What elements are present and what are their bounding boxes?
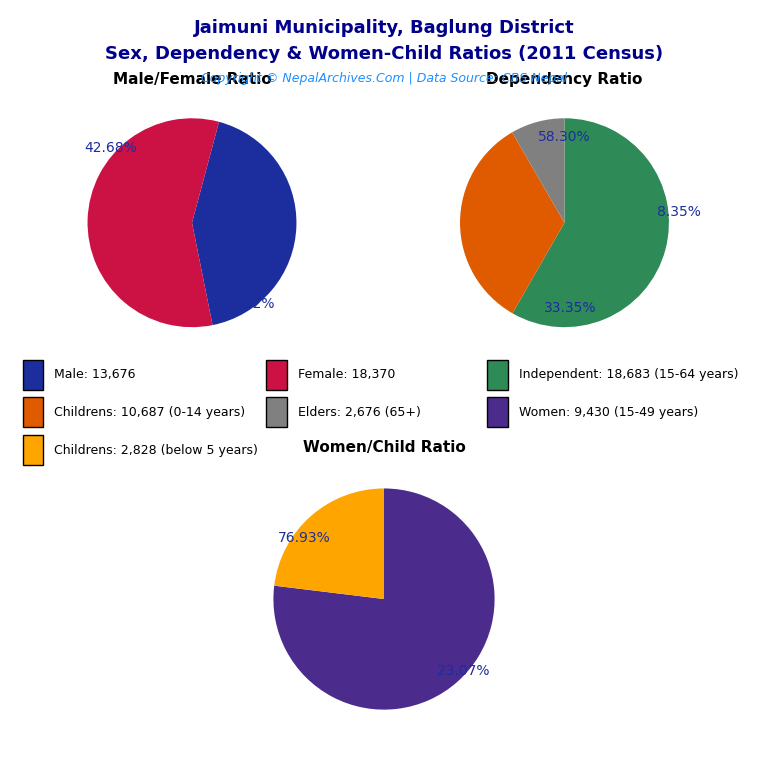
FancyBboxPatch shape [23,435,43,465]
Text: Women: 9,430 (15-49 years): Women: 9,430 (15-49 years) [519,406,698,419]
Wedge shape [273,488,495,710]
Text: 57.32%: 57.32% [223,297,276,311]
FancyBboxPatch shape [266,359,286,390]
Text: Male: 13,676: Male: 13,676 [55,369,136,381]
Text: 8.35%: 8.35% [657,205,701,220]
FancyBboxPatch shape [487,359,508,390]
FancyBboxPatch shape [23,359,43,390]
Title: Male/Female Ratio: Male/Female Ratio [113,72,271,87]
Text: Independent: 18,683 (15-64 years): Independent: 18,683 (15-64 years) [519,369,738,381]
Text: Copyright © NepalArchives.Com | Data Source: CBS Nepal: Copyright © NepalArchives.Com | Data Sou… [201,72,567,85]
Title: Women/Child Ratio: Women/Child Ratio [303,441,465,455]
Text: Childrens: 10,687 (0-14 years): Childrens: 10,687 (0-14 years) [55,406,246,419]
FancyBboxPatch shape [23,397,43,428]
Text: 23.07%: 23.07% [438,664,490,678]
Text: 33.35%: 33.35% [544,301,596,316]
Text: Sex, Dependency & Women-Child Ratios (2011 Census): Sex, Dependency & Women-Child Ratios (20… [105,45,663,62]
Wedge shape [88,118,219,327]
Wedge shape [512,118,669,327]
Wedge shape [460,132,564,313]
Title: Dependency Ratio: Dependency Ratio [486,72,643,87]
Text: 58.30%: 58.30% [538,130,591,144]
Text: Childrens: 2,828 (below 5 years): Childrens: 2,828 (below 5 years) [55,444,258,456]
FancyBboxPatch shape [266,397,286,428]
Text: Female: 18,370: Female: 18,370 [298,369,395,381]
Wedge shape [274,488,384,599]
FancyBboxPatch shape [487,397,508,428]
Wedge shape [192,122,296,325]
Wedge shape [512,118,564,223]
Text: Elders: 2,676 (65+): Elders: 2,676 (65+) [298,406,421,419]
Text: 76.93%: 76.93% [278,531,331,545]
Text: 42.68%: 42.68% [84,141,137,154]
Text: Jaimuni Municipality, Baglung District: Jaimuni Municipality, Baglung District [194,19,574,37]
